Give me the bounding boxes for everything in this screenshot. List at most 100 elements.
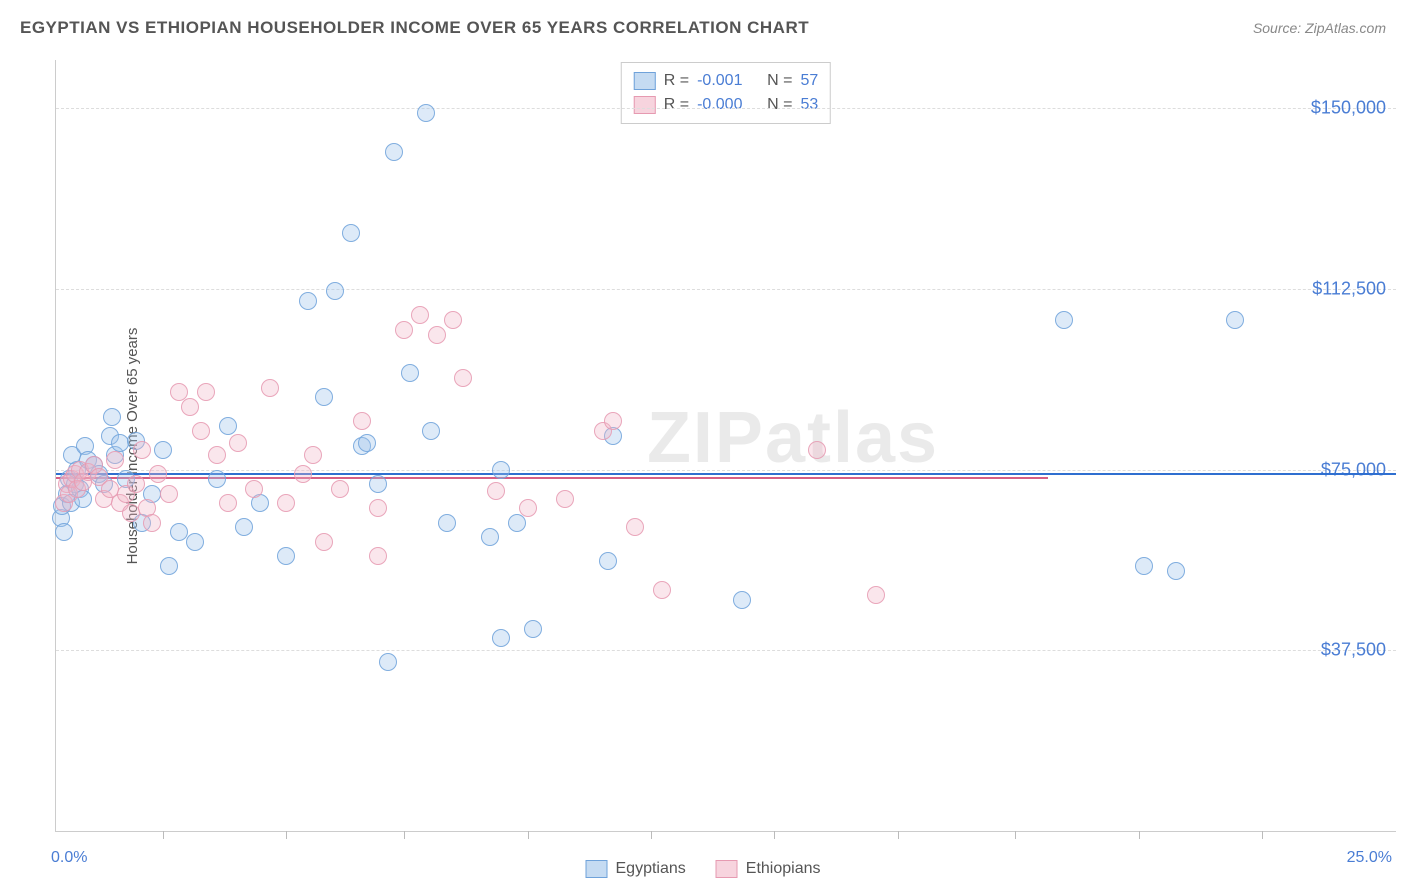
watermark: ZIPatlas [647,397,939,479]
scatter-point [867,586,885,604]
scatter-point [235,518,253,536]
stat-r-value-0: -0.001 [697,69,759,93]
trend-line [56,477,1048,479]
scatter-point [428,326,446,344]
scatter-point [626,518,644,536]
scatter-point [326,282,344,300]
swatch-egyptians [634,72,656,90]
watermark-zip: ZIP [647,398,765,478]
scatter-point [653,581,671,599]
scatter-point [438,514,456,532]
x-tick [651,831,652,839]
x-tick [1015,831,1016,839]
scatter-point [733,591,751,609]
swatch-ethiopians [634,96,656,114]
scatter-point [149,465,167,483]
scatter-point [143,514,161,532]
swatch-ethiopians-bottom [716,860,738,878]
y-tick-label: $75,000 [1321,459,1386,480]
gridline [56,108,1396,109]
scatter-point [492,629,510,647]
x-tick [404,831,405,839]
scatter-point [481,528,499,546]
scatter-point [454,369,472,387]
scatter-point [106,451,124,469]
legend-item-ethiopians: Ethiopians [716,860,821,878]
scatter-point [1055,311,1073,329]
stat-r-value-1: -0.000 [697,93,759,117]
stats-row-ethiopians: R = -0.000 N = 53 [634,93,818,117]
scatter-point [197,383,215,401]
stat-r-label-0: R = [664,69,689,93]
scatter-point [127,475,145,493]
scatter-point [599,552,617,570]
scatter-point [219,494,237,512]
stat-n-label-1: N = [767,93,792,117]
scatter-point [379,653,397,671]
legend-item-egyptians: Egyptians [586,860,686,878]
scatter-point [519,499,537,517]
x-tick [774,831,775,839]
scatter-point [229,434,247,452]
scatter-point [315,533,333,551]
source: Source: ZipAtlas.com [1253,20,1386,36]
scatter-point [103,408,121,426]
scatter-point [299,292,317,310]
scatter-point [417,104,435,122]
stats-legend: R = -0.001 N = 57 R = -0.000 N = 53 [621,62,831,124]
scatter-point [160,557,178,575]
scatter-point [261,379,279,397]
scatter-point [385,143,403,161]
gridline [56,470,1396,471]
x-tick [528,831,529,839]
scatter-point [1226,311,1244,329]
y-tick-label: $112,500 [1312,278,1386,299]
plot-area: ZIPatlas R = -0.001 N = 57 R = -0.000 N … [55,60,1396,832]
scatter-point [1135,557,1153,575]
stats-row-egyptians: R = -0.001 N = 57 [634,69,818,93]
x-tick [286,831,287,839]
scatter-point [186,533,204,551]
scatter-point [170,523,188,541]
swatch-egyptians-bottom [586,860,608,878]
scatter-point [342,224,360,242]
stat-n-value-0: 57 [800,69,818,93]
x-tick [1139,831,1140,839]
x-tick [163,831,164,839]
scatter-point [422,422,440,440]
gridline [56,289,1396,290]
scatter-point [181,398,199,416]
source-value: ZipAtlas.com [1305,20,1386,36]
stat-n-value-1: 53 [800,93,818,117]
scatter-point [1167,562,1185,580]
plot: ZIPatlas R = -0.001 N = 57 R = -0.000 N … [55,60,1396,832]
scatter-point [524,620,542,638]
scatter-point [604,412,622,430]
y-tick-label: $37,500 [1321,640,1386,661]
scatter-point [133,441,151,459]
scatter-point [369,499,387,517]
gridline [56,650,1396,651]
bottom-legend: Egyptians Ethiopians [586,860,821,878]
scatter-point [192,422,210,440]
chart-title: EGYPTIAN VS ETHIOPIAN HOUSEHOLDER INCOME… [20,18,809,38]
scatter-point [353,412,371,430]
stat-r-label-1: R = [664,93,689,117]
x-end-label: 25.0% [1347,849,1392,867]
scatter-point [304,446,322,464]
scatter-point [277,494,295,512]
scatter-point [208,470,226,488]
scatter-point [487,482,505,500]
scatter-point [444,311,462,329]
scatter-point [208,446,226,464]
legend-label-ethiopians: Ethiopians [746,860,821,878]
scatter-point [277,547,295,565]
legend-label-egyptians: Egyptians [616,860,686,878]
trend-line [56,473,1396,475]
header: EGYPTIAN VS ETHIOPIAN HOUSEHOLDER INCOME… [20,18,1386,38]
scatter-point [358,434,376,452]
scatter-point [111,434,129,452]
scatter-point [55,523,73,541]
scatter-point [294,465,312,483]
y-tick-label: $150,000 [1311,98,1386,119]
